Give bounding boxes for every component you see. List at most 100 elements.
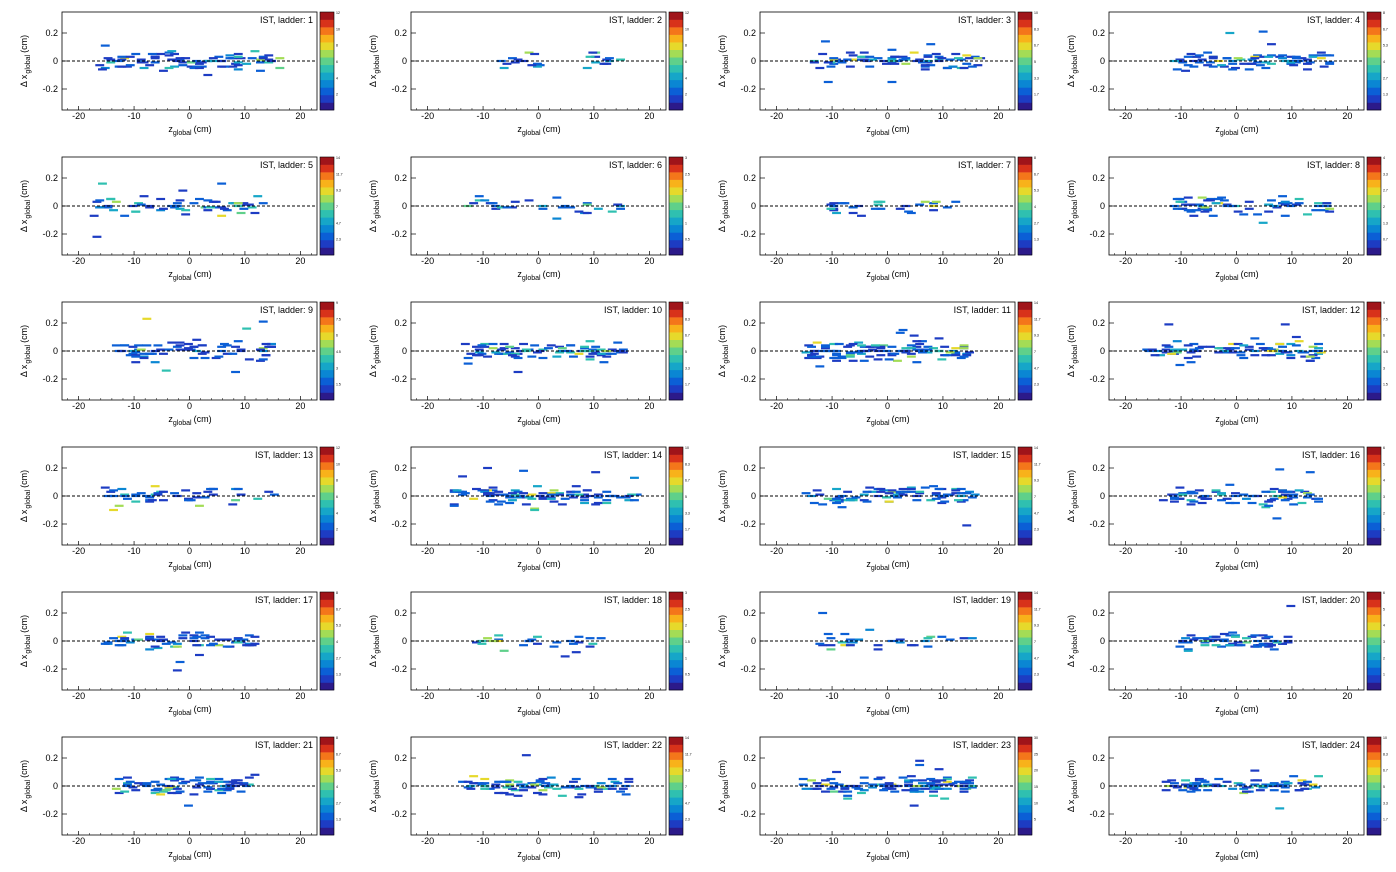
heatmap-bin	[1297, 779, 1307, 782]
heatmap-bin	[117, 635, 127, 638]
heatmap-bin	[469, 497, 479, 500]
heatmap-bin	[474, 782, 484, 785]
heatmap-bin	[876, 490, 886, 493]
heatmap-bin	[1291, 61, 1301, 64]
heatmap-bin	[1178, 493, 1188, 496]
heatmap-bin	[923, 55, 933, 58]
heatmap-bin	[125, 64, 135, 67]
heatmap-bin	[1319, 209, 1329, 212]
heatmap-bin	[915, 492, 925, 495]
heatmap-bin	[898, 58, 908, 61]
heatmap-bin	[1178, 641, 1188, 644]
heatmap-bin	[580, 493, 589, 496]
heatmap-bin	[1197, 496, 1207, 499]
heatmap-bin	[170, 492, 179, 495]
y-tick-label: 0	[53, 346, 58, 356]
heatmap-bin	[965, 782, 974, 785]
heatmap-bin	[1236, 351, 1246, 354]
heatmap-bin	[865, 628, 875, 631]
heatmap-bin	[242, 203, 252, 206]
color-scale-segment	[1018, 377, 1032, 386]
heatmap-bin	[533, 351, 542, 354]
heatmap-bin	[973, 57, 983, 60]
heatmap-bin	[472, 354, 481, 357]
color-scale-segment	[1367, 384, 1381, 393]
heatmap-bin	[125, 354, 135, 357]
heatmap-bin	[231, 784, 240, 788]
heatmap-bin	[1291, 55, 1301, 58]
heatmap-bin	[879, 789, 889, 792]
heatmap-bin	[887, 58, 897, 61]
heatmap-bin	[829, 356, 839, 360]
heatmap-bin	[1203, 64, 1213, 67]
heatmap-bin	[1219, 638, 1229, 641]
heatmap-bin	[555, 345, 564, 348]
panel-title: IST, ladder: 13	[255, 450, 313, 460]
x-axis-label-main: z	[517, 849, 522, 859]
y-tick-label: 0	[751, 636, 756, 646]
heatmap-bin	[214, 55, 224, 58]
color-scale-segment	[320, 384, 334, 393]
heatmap-bin	[854, 204, 864, 208]
heatmap-bin	[502, 352, 512, 355]
heatmap-bin	[942, 354, 952, 357]
heatmap-bin	[1222, 203, 1232, 206]
heatmap-bin	[931, 780, 941, 783]
x-tick-label: 20	[644, 256, 654, 266]
heatmap-bin	[923, 637, 933, 640]
heatmap-bin	[1217, 499, 1226, 502]
x-tick-label: 0	[885, 691, 890, 701]
heatmap-bin	[153, 787, 163, 790]
heatmap-bin	[1291, 335, 1301, 339]
x-tick-label: 10	[938, 401, 948, 411]
heatmap-bin	[521, 786, 531, 789]
heatmap-bin	[167, 777, 177, 781]
heatmap-bin	[1233, 641, 1243, 644]
color-scale-segment	[1018, 102, 1032, 111]
heatmap-bin	[494, 634, 504, 637]
heatmap-bin	[967, 496, 977, 499]
heatmap-bin	[893, 493, 902, 496]
x-axis-label-sub: global	[522, 710, 541, 717]
heatmap-bin	[483, 637, 492, 640]
heatmap-bin	[1164, 323, 1174, 326]
heatmap-bin	[172, 787, 182, 790]
x-tick-label: 20	[295, 836, 305, 846]
color-scale-segment	[1018, 354, 1032, 363]
heatmap-bin	[164, 787, 174, 790]
heatmap-bin	[809, 59, 819, 63]
x-axis-label-sub: global	[173, 855, 192, 862]
x-axis-label: zglobal (cm)	[866, 704, 909, 717]
heatmap-bins	[449, 466, 642, 512]
heatmap-bin	[114, 504, 124, 507]
color-scale-segment	[1018, 209, 1032, 218]
heatmap-bin	[845, 51, 855, 54]
heatmap-bin	[92, 235, 102, 238]
heatmap-bin	[596, 352, 606, 355]
heatmap-bin	[934, 337, 944, 340]
y-tick-label: 0.2	[1092, 463, 1105, 473]
color-scale-segment	[669, 347, 683, 356]
color-scale-tick-label: 1	[685, 656, 687, 660]
x-tick-label: -20	[770, 111, 783, 121]
heatmap-bin	[1269, 648, 1279, 651]
color-scale-segment	[1018, 339, 1032, 348]
color-scale-segment	[1018, 537, 1032, 546]
color-scale-segment	[669, 339, 683, 348]
heatmap-bin	[217, 345, 227, 348]
heatmap-bin	[591, 61, 601, 64]
heatmap-bin	[233, 641, 243, 644]
heatmap-bin	[535, 779, 545, 782]
heatmap-bin	[156, 197, 166, 201]
heatmap-bin	[1200, 780, 1210, 783]
color-scale-frame	[1366, 11, 1382, 111]
heatmap-bin	[915, 763, 925, 767]
color-scale-segment	[320, 644, 334, 653]
heatmap-bin	[89, 214, 99, 217]
x-tick-label: -10	[1175, 546, 1188, 556]
heatmap-bin	[1214, 351, 1224, 354]
